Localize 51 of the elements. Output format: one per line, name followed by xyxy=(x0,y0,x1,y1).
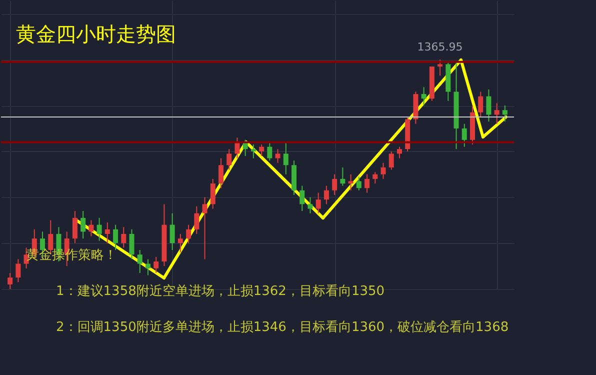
candlestick xyxy=(486,88,492,122)
candlestick xyxy=(324,185,329,205)
candlestick xyxy=(380,162,386,180)
candlestick xyxy=(364,174,370,194)
text: 1365.95 xyxy=(417,40,463,54)
candlestick xyxy=(348,174,354,191)
candlestick xyxy=(372,172,378,184)
candlestick xyxy=(137,250,142,274)
candlestick xyxy=(104,222,110,244)
chart-title: 黄金四小时走势图 xyxy=(16,22,176,46)
candlestick xyxy=(226,148,232,170)
candlestick xyxy=(438,59,443,76)
annotation: 1：建议1358附近空单进场，止损1362，目标看向1350 xyxy=(56,284,385,299)
candlestick xyxy=(340,166,346,186)
candlestick xyxy=(96,217,102,242)
candlestick xyxy=(72,210,78,244)
candlestick xyxy=(129,228,134,260)
candlestick xyxy=(494,102,500,124)
candlestick xyxy=(202,196,208,260)
candlestick xyxy=(194,206,200,234)
candlestick xyxy=(145,258,150,276)
candlestick xyxy=(234,137,240,159)
candlestick xyxy=(250,144,256,159)
candlestick xyxy=(478,91,484,118)
candlestick xyxy=(308,196,313,214)
candlestick xyxy=(275,148,280,164)
candlestick xyxy=(88,220,94,237)
candlestick xyxy=(154,256,159,274)
candlestick xyxy=(316,192,321,214)
candlestick xyxy=(283,142,288,175)
candlestick xyxy=(259,144,264,156)
candlestick xyxy=(421,86,426,106)
candlestick xyxy=(332,174,338,196)
candlestick xyxy=(178,233,183,253)
candlestick xyxy=(267,142,272,162)
candlestick xyxy=(186,224,192,244)
candlestick xyxy=(210,178,216,210)
candlestick xyxy=(388,150,394,170)
candlestick xyxy=(218,158,224,189)
candlestick xyxy=(356,176,362,191)
text: 2：回调1350附近多单进场，止损1346，目标看向1360，破位减仓看向1368 xyxy=(56,320,509,335)
candlestick xyxy=(170,212,175,251)
candlestick xyxy=(113,224,118,251)
candlestick xyxy=(80,210,86,240)
candlestick xyxy=(300,185,305,212)
candlestick xyxy=(16,258,21,283)
candlestick xyxy=(396,146,402,159)
candlestick xyxy=(502,105,508,122)
candlestick xyxy=(121,226,126,248)
candlestick xyxy=(462,123,467,148)
candlestick xyxy=(8,272,13,290)
